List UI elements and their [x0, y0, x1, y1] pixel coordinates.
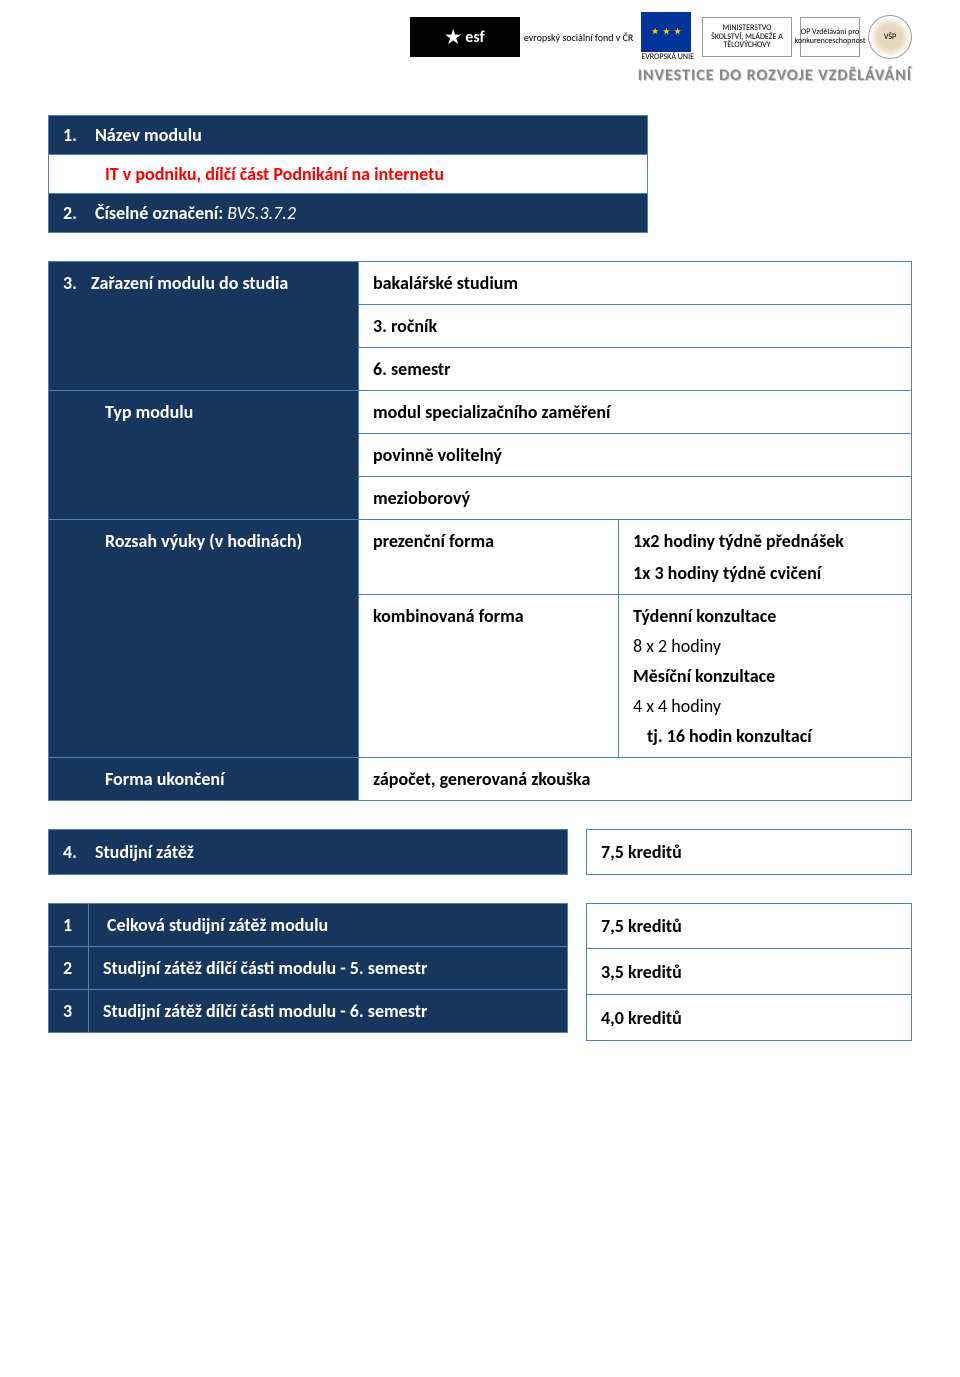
s3-prez-values: 1x2 hodiny týdně přednášek 1x 3 hodiny t… [619, 520, 912, 595]
section-3-table: 3.Zařazení modulu do studia bakalářské s… [48, 261, 912, 801]
s3-header: 3.Zařazení modulu do studia [49, 262, 359, 391]
s3-forma-value: zápočet, generovaná zkouška [359, 758, 912, 801]
s5-r1-label: Celková studijní zátěž modulu [88, 904, 567, 947]
logo-msmt: MINISTERSTVO ŠKOLSTVÍ, MLÁDEŽE A TĚLOVÝC… [702, 17, 792, 57]
s4-header: 4.Studijní zátěž [48, 829, 568, 875]
s5-r3-value: 4,0 kreditů [586, 995, 912, 1041]
s3-forma-label: Forma ukončení [49, 758, 359, 801]
s3-komb-label: kombinovaná forma [359, 595, 619, 758]
logo-eu: ⋆⋆⋆ EVROPSKÁ UNIE [641, 12, 694, 62]
s3-prez-label: prezenční forma [359, 520, 619, 595]
s3-typ-r2: povinně volitelný [359, 434, 912, 477]
header-logos: ★esf evropský sociální fond v ČR ⋆⋆⋆ EVR… [48, 12, 912, 62]
header-slogan: INVESTICE DO ROZVOJE VZDĚLÁVÁNÍ [48, 66, 912, 85]
s5-r3-label: Studijní zátěž dílčí části modulu - 6. s… [88, 990, 567, 1033]
s3-r2: 3. ročník [359, 305, 912, 348]
s5-r1-n: 1 [49, 904, 89, 947]
s5-r2-n: 2 [49, 947, 89, 990]
s4-value: 7,5 kreditů [586, 829, 912, 875]
logo-op: OP Vzdělávání pro konkurenceschopnost [800, 17, 860, 57]
s3-r1: bakalářské studium [359, 262, 912, 305]
logo-esf: ★esf evropský sociální fond v ČR [410, 17, 634, 57]
s5-r3-n: 3 [49, 990, 89, 1033]
s1-header: 1.Název modulu [48, 115, 648, 155]
s3-typ-r3: mezioborový [359, 477, 912, 520]
section-4: 4.Studijní zátěž 7,5 kreditů [48, 829, 912, 875]
s5-left-table: 1 Celková studijní zátěž modulu 2 Studij… [48, 903, 568, 1033]
logo-esf-caption: evropský sociální fond v ČR [524, 31, 634, 44]
section-5: 1 Celková studijní zátěž modulu 2 Studij… [48, 903, 912, 1041]
s3-typ-label: Typ modulu [49, 391, 359, 520]
s5-r2-value: 3,5 kreditů [586, 949, 912, 995]
s3-komb-values: Týdenní konzultace 8 x 2 hodiny Měsíční … [619, 595, 912, 758]
s1-value: IT v podniku, dílčí část Podnikání na in… [48, 155, 648, 194]
s3-typ-r1: modul specializačního zaměření [359, 391, 912, 434]
s2-header: 2.Číselné označení: BVS.3.7.2 [48, 194, 648, 233]
logo-vsp: VŠP [868, 15, 912, 59]
section-1: 1.Název modulu IT v podniku, dílčí část … [48, 115, 648, 233]
s3-r3: 6. semestr [359, 348, 912, 391]
s5-r1-value: 7,5 kreditů [586, 903, 912, 949]
s3-rozsah-label: Rozsah výuky (v hodinách) [49, 520, 359, 758]
s5-r2-label: Studijní zátěž dílčí části modulu - 5. s… [88, 947, 567, 990]
